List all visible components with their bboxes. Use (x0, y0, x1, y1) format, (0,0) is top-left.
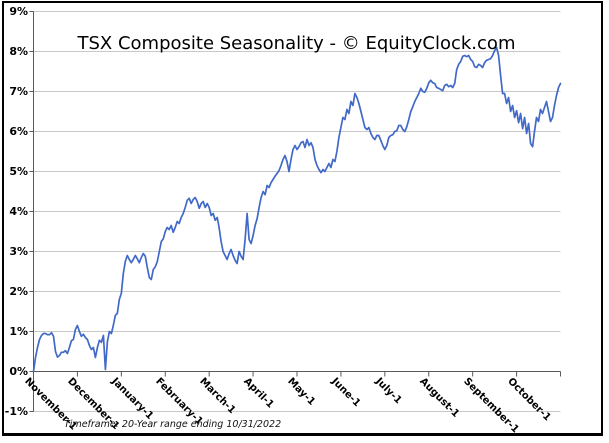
chart-title: TSX Composite Seasonality - © EquityCloc… (77, 33, 516, 54)
y-tick-label: -1% (4, 404, 28, 418)
y-tick-label: 5% (9, 164, 28, 178)
y-tick-label: 8% (9, 44, 28, 58)
y-tick-label: 2% (9, 284, 28, 298)
y-tick-label: 0% (9, 364, 28, 378)
y-tick-label: 3% (9, 244, 28, 258)
timeframe-note: Timeframe: 20-Year range ending 10/31/20… (64, 419, 282, 430)
y-tick-label: 9% (9, 4, 28, 18)
y-tick-label: 7% (9, 84, 28, 98)
seasonality-line (32, 46, 562, 373)
y-tick-label: 6% (9, 124, 28, 138)
y-tick-label: 1% (9, 324, 28, 338)
y-tick-label: 4% (9, 204, 28, 218)
chart-border (2, 1, 603, 436)
